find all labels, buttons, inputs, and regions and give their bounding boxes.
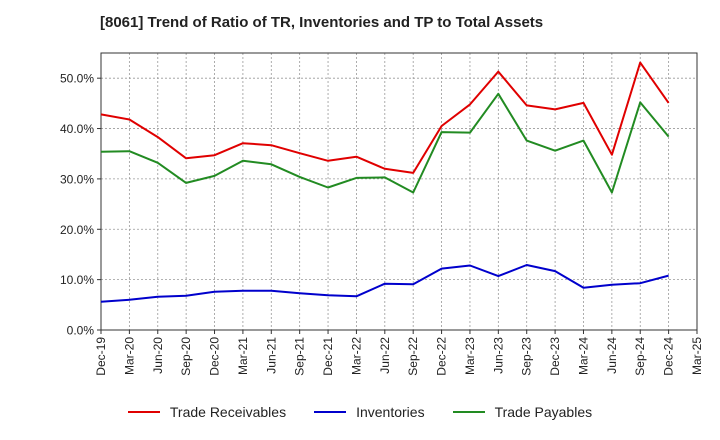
x-tick-label: Dec-20 xyxy=(208,337,222,376)
x-tick-label: Sep-22 xyxy=(406,337,420,376)
x-tick-label: Sep-24 xyxy=(633,337,647,376)
x-tick-label: Mar-25 xyxy=(690,337,704,375)
series-line-trade-receivables xyxy=(100,61,670,174)
x-tick-label: Sep-20 xyxy=(179,337,193,376)
y-tick-label: 10.0% xyxy=(60,273,94,287)
plot-frame xyxy=(100,52,698,331)
x-tick-label: Jun-20 xyxy=(151,337,165,374)
x-tick-label: Dec-23 xyxy=(548,337,562,376)
series-line-inventories xyxy=(100,264,669,303)
x-tick-label: Mar-21 xyxy=(236,337,250,375)
y-tick-label: 20.0% xyxy=(60,223,94,237)
legend-swatch xyxy=(314,411,347,413)
legend-item-inventories: Inventories xyxy=(314,404,425,420)
series-lines xyxy=(100,61,670,303)
legend-swatch xyxy=(452,411,485,413)
y-tick-label: 30.0% xyxy=(60,172,94,186)
legend-label: Trade Receivables xyxy=(169,404,287,420)
x-tick-label: Jun-23 xyxy=(491,337,505,374)
legend-label: Trade Payables xyxy=(494,404,593,420)
x-tick-label: Jun-21 xyxy=(264,337,278,374)
x-tick-label: Dec-24 xyxy=(662,337,676,376)
x-tick-label: Mar-23 xyxy=(463,337,477,375)
tick-labels: 0.0% 10.0% 20.0% 30.0% 40.0% 50.0% Dec-19 Mar-2… xyxy=(60,72,704,376)
x-tick-label: Mar-24 xyxy=(576,337,590,375)
legend-item-trade-receivables: Trade Receivables xyxy=(127,404,287,420)
x-tick-label: Dec-21 xyxy=(321,337,335,376)
x-tick-label: Mar-22 xyxy=(349,337,363,375)
x-tick-label: Sep-21 xyxy=(293,337,307,376)
x-tick-label: Dec-19 xyxy=(94,337,108,376)
legend-swatch xyxy=(127,411,160,413)
axes xyxy=(97,52,698,334)
y-tick-label: 40.0% xyxy=(60,122,94,136)
x-tick-label: Mar-20 xyxy=(122,337,136,375)
legend: Trade Receivables Inventories Trade Payabl… xyxy=(0,404,720,420)
grid-lines xyxy=(100,53,698,331)
legend-item-trade-payables: Trade Payables xyxy=(452,404,593,420)
y-tick-label: 50.0% xyxy=(60,72,94,86)
legend-label: Inventories xyxy=(356,404,425,420)
y-tick-label: 0.0% xyxy=(67,324,95,338)
x-tick-label: Dec-22 xyxy=(435,337,449,376)
chart-title: [8061] Trend of Ratio of TR, Inventories… xyxy=(100,14,544,31)
x-tick-label: Jun-22 xyxy=(378,337,392,374)
series-line-trade-payables xyxy=(100,92,670,194)
x-tick-label: Jun-24 xyxy=(605,337,619,374)
x-tick-label: Sep-23 xyxy=(520,337,534,376)
